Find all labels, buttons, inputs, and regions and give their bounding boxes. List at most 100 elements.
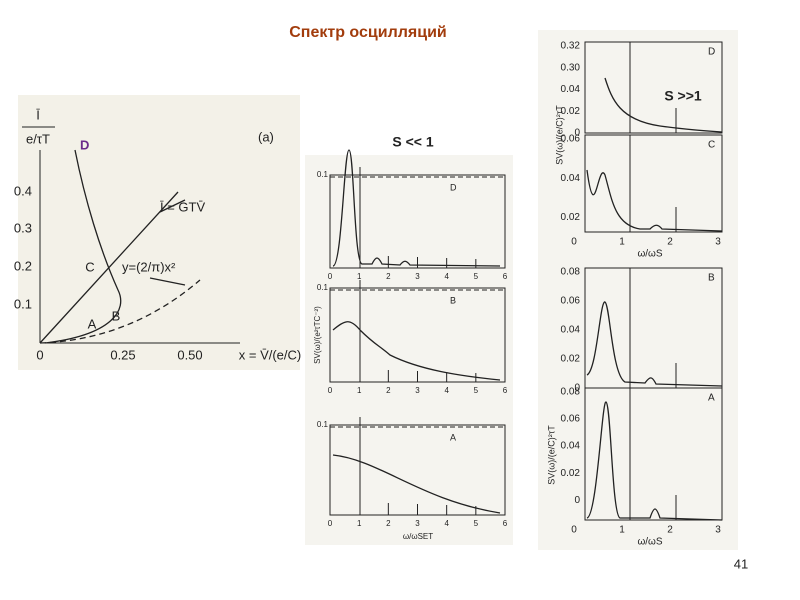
y-label: SV(ω)/(e²τTC⁻²) xyxy=(313,306,322,364)
y-tick-label: 0.04 xyxy=(561,325,581,336)
x-tick-label: 1 xyxy=(357,386,362,395)
spectrum-curve xyxy=(586,169,723,232)
y-tick-label: 0.30 xyxy=(561,62,581,73)
x-tick-label: 1 xyxy=(357,519,362,528)
y-tick-label: 0.1 xyxy=(317,170,329,179)
y-tick-label: 0.1 xyxy=(14,296,32,311)
figure-background xyxy=(18,95,300,370)
y-tick-label: 0.04 xyxy=(561,441,581,452)
x-tick-label: 0 xyxy=(571,525,577,536)
point-label: C xyxy=(85,259,94,274)
x-label: ω/ωSET xyxy=(403,532,433,541)
y-tick-label: 0.06 xyxy=(561,414,581,425)
point-label: D xyxy=(80,137,89,152)
x-tick-label: 3 xyxy=(715,237,721,248)
x-tick-label: 3 xyxy=(415,386,420,395)
y-tick-label: 0.06 xyxy=(561,134,581,145)
spectrum-curve xyxy=(586,401,723,521)
x-label: x = V̄/(e/C) xyxy=(239,347,302,362)
spectrum-curve xyxy=(332,321,501,381)
y-tick-label: 0.2 xyxy=(14,258,32,273)
x-tick-label: 0.25 xyxy=(110,347,135,362)
x-tick-label: 0 xyxy=(328,386,333,395)
right-panels: D 0.32 0.30 0.04 0.02 0 C 0.06 0.04 0.02 0 1 2 3 B 0.08… xyxy=(561,41,723,536)
slide-title: Спектр осцилляций xyxy=(289,24,446,41)
y-tick-label: 0.02 xyxy=(561,212,581,223)
x-tick-label: 1 xyxy=(619,237,625,248)
x-tick-label: 6 xyxy=(503,386,508,395)
x-tick-label: 2 xyxy=(667,525,673,536)
y-tick-label: 0.3 xyxy=(14,220,32,235)
x-label: ω/ωS xyxy=(637,249,662,260)
y-label: SV(ω)/(e/C)²τT xyxy=(554,105,564,165)
figure-background xyxy=(538,30,738,550)
panel-label: A xyxy=(450,432,456,442)
spectrum-curve xyxy=(332,454,501,514)
y-label: SV(ω)/(e/C)²τT xyxy=(546,425,556,485)
panel-tag: (a) xyxy=(258,129,274,144)
x-tick-label: 6 xyxy=(503,519,508,528)
page-number: 41 xyxy=(734,556,748,571)
spectrum-curve xyxy=(586,301,723,387)
y-label: Ī xyxy=(36,107,40,122)
pointer xyxy=(149,277,186,286)
y-label: e/τT xyxy=(26,131,50,146)
panel-frame xyxy=(584,134,723,233)
x-tick-label: 4 xyxy=(444,386,449,395)
x-tick-label: 3 xyxy=(415,519,420,528)
panel-frame xyxy=(584,41,723,134)
panel-label: D xyxy=(708,47,715,58)
y-tick-label: 0.06 xyxy=(561,296,581,307)
middle-panels: 0.1 D 0 1 2 3 4 5 6 0.1 B 0 1 2 3 4 5 6 0.1 A 0 1 2 3 4 5 6 xyxy=(317,167,508,528)
panel-label: B xyxy=(708,273,715,284)
x-tick-label: 0 xyxy=(328,272,333,281)
y-tick-label: 0.08 xyxy=(561,387,581,398)
panel-label: D xyxy=(450,182,457,192)
x-tick-label: 2 xyxy=(386,272,391,281)
x-tick-label: 4 xyxy=(444,272,449,281)
panel-frame xyxy=(584,387,723,521)
x-tick-label: 5 xyxy=(474,386,479,395)
x-tick-label: 5 xyxy=(474,519,479,528)
panel-label: B xyxy=(450,295,456,305)
x-tick-label: 1 xyxy=(357,272,362,281)
y-tick-label: 0.02 xyxy=(561,468,581,479)
x-label: ω/ωS xyxy=(637,537,662,548)
spectrum-curve xyxy=(332,149,501,267)
x-tick-label: 2 xyxy=(667,237,673,248)
line-label: Ī = GTV̄ xyxy=(160,199,205,214)
y-tick-label: 0.1 xyxy=(317,283,329,292)
y-tick-label: 0.08 xyxy=(561,267,581,278)
x-tick-label: 6 xyxy=(503,272,508,281)
x-tick-label: 2 xyxy=(386,519,391,528)
point-label: B xyxy=(112,308,121,323)
y-tick-label: 0 xyxy=(574,495,580,506)
x-tick-label: 0.50 xyxy=(177,347,202,362)
panel-label: A xyxy=(708,393,715,404)
pointer xyxy=(159,199,186,213)
figure-background xyxy=(305,155,513,545)
spectrum-curve xyxy=(604,77,723,133)
parabola-label: y=(2/π)x² xyxy=(122,259,176,274)
panel-label: C xyxy=(708,140,715,151)
y-tick-label: 0 xyxy=(574,128,580,139)
y-tick-label: 0 xyxy=(574,383,580,394)
x-tick-label: 4 xyxy=(444,519,449,528)
y-tick-label: 0.04 xyxy=(561,84,581,95)
y-tick-label: 0.1 xyxy=(317,420,329,429)
y-tick-label: 0.02 xyxy=(561,106,581,117)
y-tick-label: 0.04 xyxy=(561,173,581,184)
x-tick-label: 2 xyxy=(386,386,391,395)
x-tick-label: 0 xyxy=(571,237,577,248)
caption: S << 1 xyxy=(392,134,433,150)
x-tick-label: 0 xyxy=(328,519,333,528)
y-tick-label: 0.02 xyxy=(561,354,581,365)
point-label: A xyxy=(88,316,97,331)
x-tick-label: 0 xyxy=(36,347,43,362)
x-tick-label: 5 xyxy=(474,272,479,281)
d-curve xyxy=(44,149,122,344)
y-tick-label: 0.4 xyxy=(14,183,32,198)
caption: S >>1 xyxy=(664,88,702,104)
x-tick-label: 3 xyxy=(415,272,420,281)
